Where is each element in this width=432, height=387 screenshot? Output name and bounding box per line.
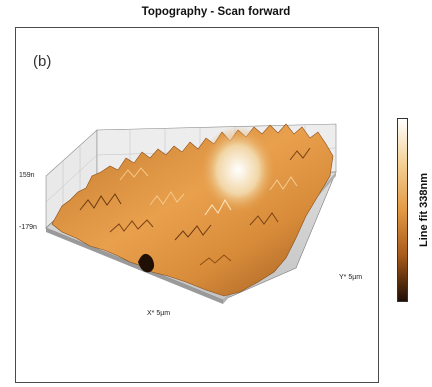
z-axis-max-label: 159n: [19, 172, 35, 179]
colorbar-label: Line fit 338nm: [418, 173, 430, 247]
x-axis-label: X* 5µm: [147, 310, 170, 317]
surface-peak-highlight: [200, 126, 276, 214]
colorbar: [397, 118, 408, 302]
panel-label: (b): [33, 53, 52, 70]
chart-title: Topography - Scan forward: [141, 6, 291, 18]
y-axis-label: Y* 5µm: [339, 274, 362, 281]
surface-pit: [138, 253, 155, 273]
surface-texture: [79, 147, 311, 266]
z-axis-min-label: -179n: [19, 224, 37, 231]
base-front-edge: [46, 228, 223, 304]
